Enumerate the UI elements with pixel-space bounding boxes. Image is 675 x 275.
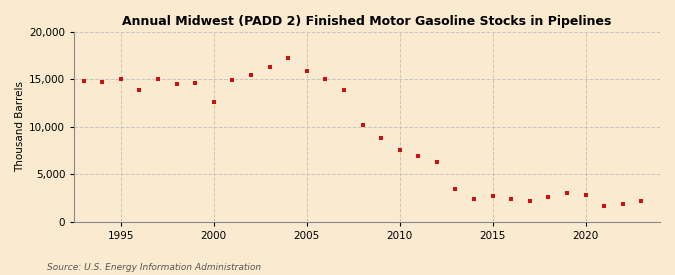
Point [524,199,535,203]
Point [506,197,516,201]
Point [413,154,424,158]
Point [357,123,368,127]
Point [301,69,312,73]
Point [190,81,200,85]
Point [394,147,405,152]
Text: Source: U.S. Energy Information Administration: Source: U.S. Energy Information Administ… [47,263,261,272]
Y-axis label: Thousand Barrels: Thousand Barrels [15,81,25,172]
Point [468,197,479,201]
Point [580,193,591,197]
Point [636,199,647,203]
Title: Annual Midwest (PADD 2) Finished Motor Gasoline Stocks in Pipelines: Annual Midwest (PADD 2) Finished Motor G… [122,15,612,28]
Point [97,80,107,84]
Point [283,55,294,60]
Point [599,204,610,208]
Point [376,136,387,141]
Point [487,194,498,198]
Point [171,82,182,86]
Point [618,202,628,206]
Point [153,77,163,82]
Point [134,88,145,92]
Point [264,65,275,69]
Point [339,88,350,92]
Point [543,195,554,199]
Point [115,77,126,82]
Point [320,77,331,82]
Point [78,79,89,84]
Point [450,186,461,191]
Point [246,72,256,77]
Point [209,100,219,104]
Point [562,191,572,196]
Point [227,78,238,82]
Point [431,160,442,164]
